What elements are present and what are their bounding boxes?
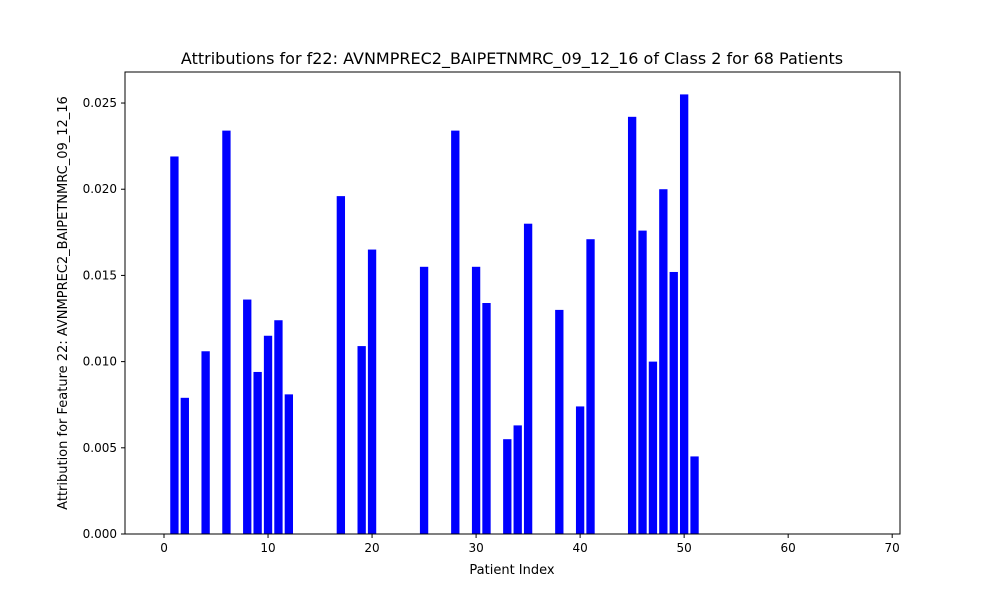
plot-area-frame bbox=[124, 71, 901, 535]
bar-patient-28 bbox=[451, 130, 460, 534]
bar-patient-41 bbox=[586, 239, 595, 534]
bar-patient-8 bbox=[243, 299, 252, 534]
bar-patient-51 bbox=[690, 456, 699, 534]
y-axis-label: Attribution for Feature 22: AVNMPREC2_BA… bbox=[56, 96, 71, 510]
bar-patient-17 bbox=[336, 196, 346, 535]
bar-patient-19 bbox=[357, 346, 366, 534]
y-tick-label: 0.010 bbox=[83, 355, 117, 369]
bar-patient-20 bbox=[367, 249, 377, 535]
x-tick-label: 60 bbox=[781, 541, 796, 555]
x-tick-label: 0 bbox=[160, 541, 168, 555]
bar-patient-47 bbox=[648, 361, 658, 534]
bar-patient-40 bbox=[575, 406, 585, 534]
chart-title: Attributions for f22: AVNMPREC2_BAIPETNM… bbox=[181, 49, 843, 69]
bar-patient-31 bbox=[482, 303, 491, 534]
bar-patient-35 bbox=[523, 223, 533, 535]
y-tick-label: 0.025 bbox=[83, 96, 117, 110]
y-tick-label: 0.020 bbox=[83, 182, 117, 196]
x-tick-label: 20 bbox=[364, 541, 379, 555]
bar-patient-6 bbox=[222, 130, 231, 534]
x-tick-label: 50 bbox=[677, 541, 692, 555]
bar-patient-48 bbox=[659, 189, 668, 534]
bar-patient-10 bbox=[263, 335, 273, 534]
bar-patient-38 bbox=[555, 309, 564, 534]
bar-patient-34 bbox=[513, 425, 522, 534]
bar-patient-25 bbox=[419, 266, 429, 534]
bar-patient-11 bbox=[274, 320, 283, 534]
y-axis-ticks: 0.000 0.005 0.010 0.015 0.020 0.025 bbox=[83, 96, 125, 541]
bar-patient-46 bbox=[638, 230, 647, 534]
bar-patient-12 bbox=[284, 394, 294, 534]
bar-patient-33 bbox=[503, 439, 512, 534]
bar-patient-1 bbox=[170, 156, 179, 534]
y-tick-label: 0.015 bbox=[83, 268, 117, 282]
bar-patient-4 bbox=[201, 351, 210, 534]
x-tick-label: 30 bbox=[468, 541, 483, 555]
x-tick-label: 70 bbox=[885, 541, 900, 555]
bar-patient-30 bbox=[471, 266, 481, 534]
bars-group bbox=[170, 94, 699, 535]
bar-patient-2 bbox=[180, 397, 189, 534]
y-tick-label: 0.005 bbox=[83, 441, 117, 455]
x-axis-label: Patient Index bbox=[469, 563, 554, 578]
x-axis-ticks: 0 10 20 30 40 50 60 70 bbox=[160, 534, 900, 555]
x-tick-label: 40 bbox=[572, 541, 587, 555]
bar-patient-50 bbox=[679, 94, 689, 534]
bar-patient-9 bbox=[253, 371, 262, 534]
y-tick-label: 0.000 bbox=[83, 527, 117, 541]
bar-patient-45 bbox=[627, 116, 637, 534]
bar-patient-49 bbox=[669, 271, 678, 534]
x-tick-label: 10 bbox=[260, 541, 275, 555]
